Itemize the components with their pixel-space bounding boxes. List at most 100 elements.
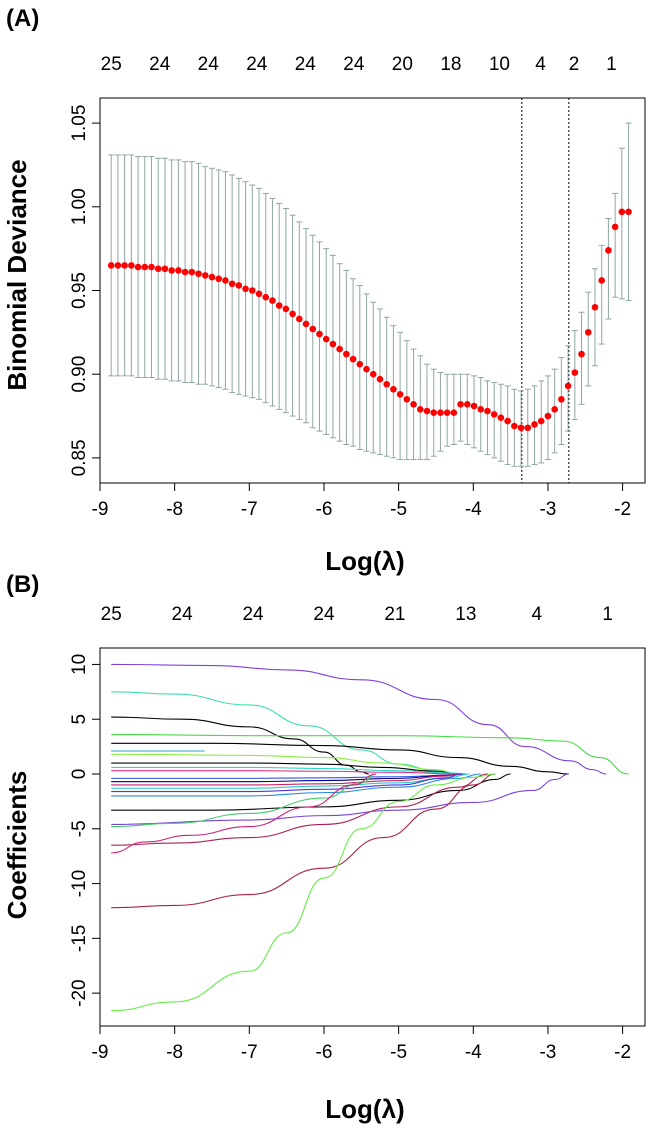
panel-a-label: (A) bbox=[6, 5, 39, 32]
coefficient-path bbox=[111, 770, 459, 775]
deviance-point bbox=[457, 401, 464, 408]
deviance-point bbox=[161, 265, 169, 273]
deviance-point bbox=[410, 401, 417, 408]
y-tick-label: -20 bbox=[69, 979, 90, 1006]
deviance-point bbox=[249, 287, 256, 294]
error-bar bbox=[363, 293, 370, 452]
coefficient-path bbox=[111, 734, 629, 775]
panel-a-y-axis: 0.85 0.90 0.95 1.00 1.05 bbox=[69, 105, 100, 476]
deviance-point bbox=[208, 273, 216, 281]
panel-a-error-bars bbox=[108, 122, 632, 467]
x-tick-label: -9 bbox=[92, 1042, 109, 1063]
panel-b-xlabel: Log(λ) bbox=[325, 1094, 404, 1124]
top-axis-label: 24 bbox=[343, 54, 365, 75]
deviance-point bbox=[464, 401, 471, 408]
deviance-point bbox=[363, 365, 370, 373]
deviance-point bbox=[625, 208, 632, 216]
top-axis-label: 4 bbox=[535, 54, 546, 75]
panel-b-x-axis: -9 -8 -7 -6 -5 -4 -3 -2 bbox=[92, 1026, 631, 1063]
error-bar bbox=[484, 380, 491, 456]
deviance-point bbox=[228, 280, 236, 288]
deviance-point bbox=[517, 424, 525, 432]
error-bar bbox=[491, 382, 498, 459]
coefficient-path bbox=[111, 742, 569, 775]
deviance-point bbox=[390, 385, 397, 393]
y-tick-label: 0.85 bbox=[69, 439, 90, 476]
deviance-point bbox=[416, 406, 424, 413]
top-axis-label: 2 bbox=[569, 54, 580, 75]
panel-a-points bbox=[107, 208, 632, 432]
error-bar bbox=[504, 385, 511, 466]
top-axis-label: 1 bbox=[606, 54, 617, 75]
x-tick-label: -3 bbox=[539, 1042, 556, 1063]
deviance-point bbox=[611, 223, 619, 231]
error-bar bbox=[591, 268, 598, 367]
top-axis-label: 24 bbox=[242, 604, 264, 625]
deviance-point bbox=[511, 422, 518, 430]
deviance-point bbox=[490, 411, 498, 418]
deviance-point bbox=[255, 290, 263, 298]
top-axis-label: 24 bbox=[149, 54, 171, 75]
deviance-point bbox=[544, 412, 552, 420]
deviance-point bbox=[262, 293, 270, 301]
panel-b-label: (B) bbox=[6, 571, 39, 598]
error-bar bbox=[605, 218, 612, 320]
deviance-point bbox=[309, 325, 317, 333]
panel-b: (B) Coefficients Log(λ) -20-15-10-50510 … bbox=[2, 571, 646, 1124]
y-tick-label: 5 bbox=[69, 714, 90, 725]
x-tick-label: -2 bbox=[614, 1042, 631, 1063]
error-bar bbox=[578, 311, 585, 405]
deviance-point bbox=[524, 424, 532, 432]
deviance-point bbox=[175, 267, 182, 274]
top-axis-label: 20 bbox=[392, 54, 413, 75]
deviance-point bbox=[181, 268, 189, 276]
x-tick-label: -5 bbox=[390, 1042, 407, 1063]
deviance-point bbox=[302, 320, 310, 328]
deviance-point bbox=[114, 262, 122, 269]
x-tick-label: -4 bbox=[465, 1042, 482, 1063]
top-axis-label: 4 bbox=[531, 604, 542, 625]
panel-a-plot-box bbox=[99, 97, 646, 484]
coefficient-path bbox=[111, 753, 459, 775]
error-bar bbox=[477, 377, 484, 452]
deviance-point bbox=[403, 396, 411, 403]
top-axis-label: 24 bbox=[295, 54, 317, 75]
deviance-point bbox=[369, 370, 377, 378]
top-axis-label: 18 bbox=[440, 54, 461, 75]
deviance-point bbox=[531, 421, 538, 428]
deviance-point bbox=[242, 285, 249, 293]
deviance-point bbox=[598, 277, 605, 284]
error-bar bbox=[336, 263, 343, 442]
deviance-point bbox=[215, 275, 223, 283]
top-axis-label: 25 bbox=[101, 604, 122, 625]
top-axis-label: 24 bbox=[246, 54, 268, 75]
y-tick-label: 10 bbox=[69, 654, 90, 675]
deviance-point bbox=[141, 263, 149, 271]
deviance-point bbox=[477, 406, 485, 413]
deviance-point bbox=[195, 270, 202, 278]
deviance-point bbox=[376, 375, 384, 383]
deviance-point bbox=[450, 409, 458, 416]
error-bar bbox=[343, 269, 350, 445]
top-axis-label: 25 bbox=[101, 54, 122, 75]
deviance-point bbox=[396, 390, 404, 398]
deviance-point bbox=[128, 262, 135, 269]
error-bar bbox=[457, 373, 464, 442]
y-tick-label: 0 bbox=[69, 769, 90, 780]
deviance-point bbox=[269, 297, 276, 304]
panel-b-plot-box bbox=[99, 647, 646, 1027]
panel-a-x-axis: -9 -8 -7 -6 -5 -4 -3 -2 bbox=[92, 483, 631, 520]
deviance-point bbox=[349, 355, 357, 363]
coefficient-path bbox=[111, 773, 489, 846]
deviance-point bbox=[504, 417, 511, 425]
coefficient-path bbox=[111, 773, 511, 811]
deviance-point bbox=[188, 268, 196, 276]
x-tick-label: -3 bbox=[539, 499, 556, 520]
deviance-point bbox=[605, 247, 612, 254]
deviance-point bbox=[356, 360, 364, 368]
coefficient-path bbox=[111, 773, 481, 797]
deviance-point bbox=[558, 396, 565, 403]
deviance-point bbox=[497, 414, 505, 422]
deviance-point bbox=[443, 409, 451, 416]
